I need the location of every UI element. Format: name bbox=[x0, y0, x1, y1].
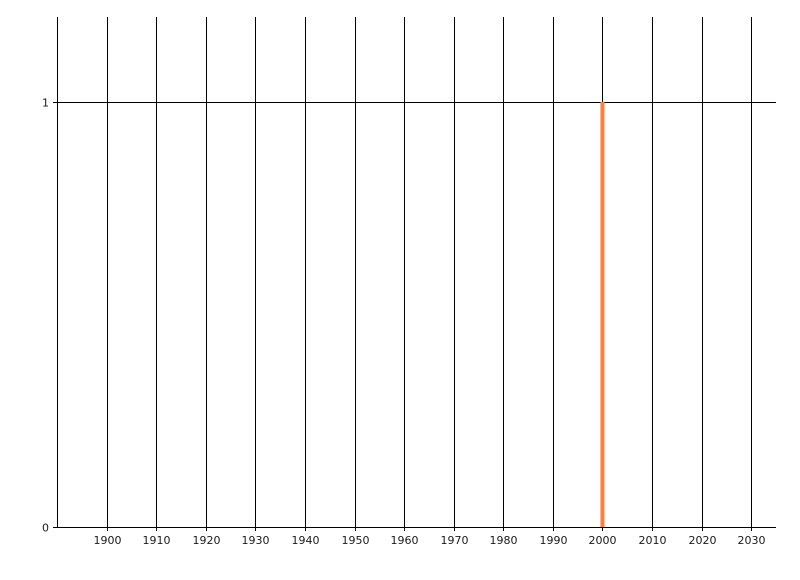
bar bbox=[600, 102, 605, 527]
x-tick-label: 1900 bbox=[94, 534, 122, 547]
x-tick-label: 1940 bbox=[292, 534, 320, 547]
x-tick-label: 2000 bbox=[589, 534, 617, 547]
x-tick-label: 2020 bbox=[689, 534, 717, 547]
x-tick-label: 1920 bbox=[193, 534, 221, 547]
x-tick-label: 1910 bbox=[143, 534, 171, 547]
x-tick-label: 1950 bbox=[342, 534, 370, 547]
x-tick-label: 1990 bbox=[540, 534, 568, 547]
y-tick-label: 0 bbox=[42, 522, 49, 535]
x-tick-label: 1980 bbox=[490, 534, 518, 547]
x-tick-label: 2010 bbox=[639, 534, 667, 547]
x-tick-label: 1960 bbox=[391, 534, 419, 547]
x-tick-label: 1970 bbox=[441, 534, 469, 547]
x-tick-label: 1930 bbox=[242, 534, 270, 547]
y-tick-label: 1 bbox=[42, 97, 49, 110]
x-tick-label: 2030 bbox=[738, 534, 766, 547]
